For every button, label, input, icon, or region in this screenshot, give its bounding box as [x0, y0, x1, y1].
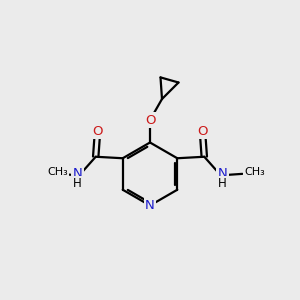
Text: N: N — [145, 199, 155, 212]
Text: O: O — [145, 113, 155, 127]
Text: O: O — [197, 125, 208, 138]
Text: H: H — [218, 177, 227, 190]
Text: N: N — [73, 167, 82, 180]
Text: O: O — [92, 125, 103, 138]
Text: N: N — [218, 167, 227, 180]
Text: CH₃: CH₃ — [244, 167, 265, 177]
Text: CH₃: CH₃ — [47, 167, 68, 177]
Text: H: H — [73, 177, 82, 190]
